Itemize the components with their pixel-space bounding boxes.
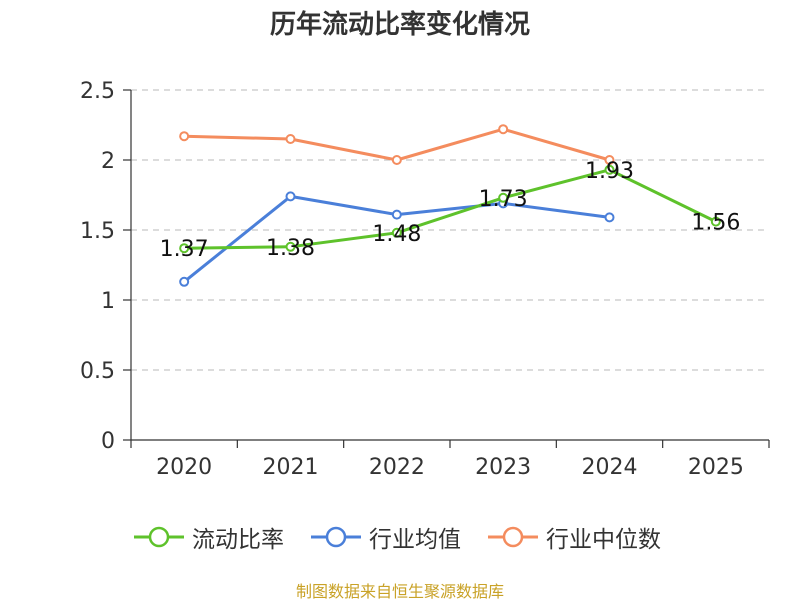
grid-layer xyxy=(131,89,769,371)
legend-circle xyxy=(502,526,524,548)
data-label: 1.56 xyxy=(691,211,740,236)
data-label: 1.73 xyxy=(479,187,528,212)
data-label: 1.37 xyxy=(160,237,209,262)
data-label-layer: 1.37 1.38 1.48 1.73 1.93 1.56 xyxy=(160,159,741,262)
data-point xyxy=(391,227,402,238)
x-tick-label: 2024 xyxy=(582,455,638,480)
chart-title: 历年流动比率变化情况 xyxy=(269,10,530,40)
y-tick-label: 1.5 xyxy=(80,219,115,244)
data-label: 1.38 xyxy=(266,236,315,261)
legend-label: 行业中位数 xyxy=(546,527,661,553)
data-point xyxy=(285,134,296,144)
data-point xyxy=(179,276,190,287)
data-point xyxy=(498,192,509,203)
y-tick-label: 2 xyxy=(101,149,115,174)
data-point xyxy=(179,243,190,254)
y-tick-label: 0 xyxy=(101,429,115,454)
legend-circle xyxy=(148,526,170,548)
series-layer xyxy=(179,124,721,287)
axis-layer: 0 0.5 1 1.5 2 2.5 2020 2021 2022 2023 2024 2025 xyxy=(80,79,770,480)
data-label: 1.48 xyxy=(372,222,421,247)
legend-item-industry-average[interactable]: 行业均值 xyxy=(311,519,461,555)
legend-item-industry-median[interactable]: 行业中位数 xyxy=(488,519,661,555)
source-note: 制图数据来自恒生聚源数据库 xyxy=(295,582,504,601)
data-point xyxy=(179,131,190,142)
x-tick-label: 2025 xyxy=(688,455,744,480)
legend-label: 流动比率 xyxy=(192,527,284,553)
data-point xyxy=(498,124,509,135)
legend-line-marker-icon xyxy=(488,526,538,548)
legend-label: 行业均值 xyxy=(369,527,461,553)
y-tick-label: 1 xyxy=(101,289,115,314)
data-point xyxy=(604,155,615,165)
data-point xyxy=(604,212,615,223)
data-point xyxy=(710,216,721,227)
legend-line-marker-icon xyxy=(311,526,361,548)
series-line xyxy=(184,168,717,250)
x-tick-label: 2021 xyxy=(263,455,319,480)
x-tick-label: 2023 xyxy=(475,455,531,480)
data-point xyxy=(285,241,296,252)
legend-line-marker-icon xyxy=(134,526,184,548)
data-point xyxy=(604,164,615,175)
y-tick-label: 0.5 xyxy=(80,359,115,384)
legend: 流动比率 行业均值 行业中位数 xyxy=(0,519,800,555)
data-point xyxy=(285,191,296,202)
x-tick-label: 2022 xyxy=(369,455,425,480)
data-point xyxy=(391,155,402,165)
legend-circle xyxy=(325,526,347,548)
y-tick-label: 2.5 xyxy=(80,79,115,104)
legend-item-current-ratio[interactable]: 流动比率 xyxy=(134,519,284,555)
data-label: 1.93 xyxy=(585,159,634,184)
x-tick-label: 2020 xyxy=(156,455,212,480)
data-point xyxy=(391,209,402,220)
